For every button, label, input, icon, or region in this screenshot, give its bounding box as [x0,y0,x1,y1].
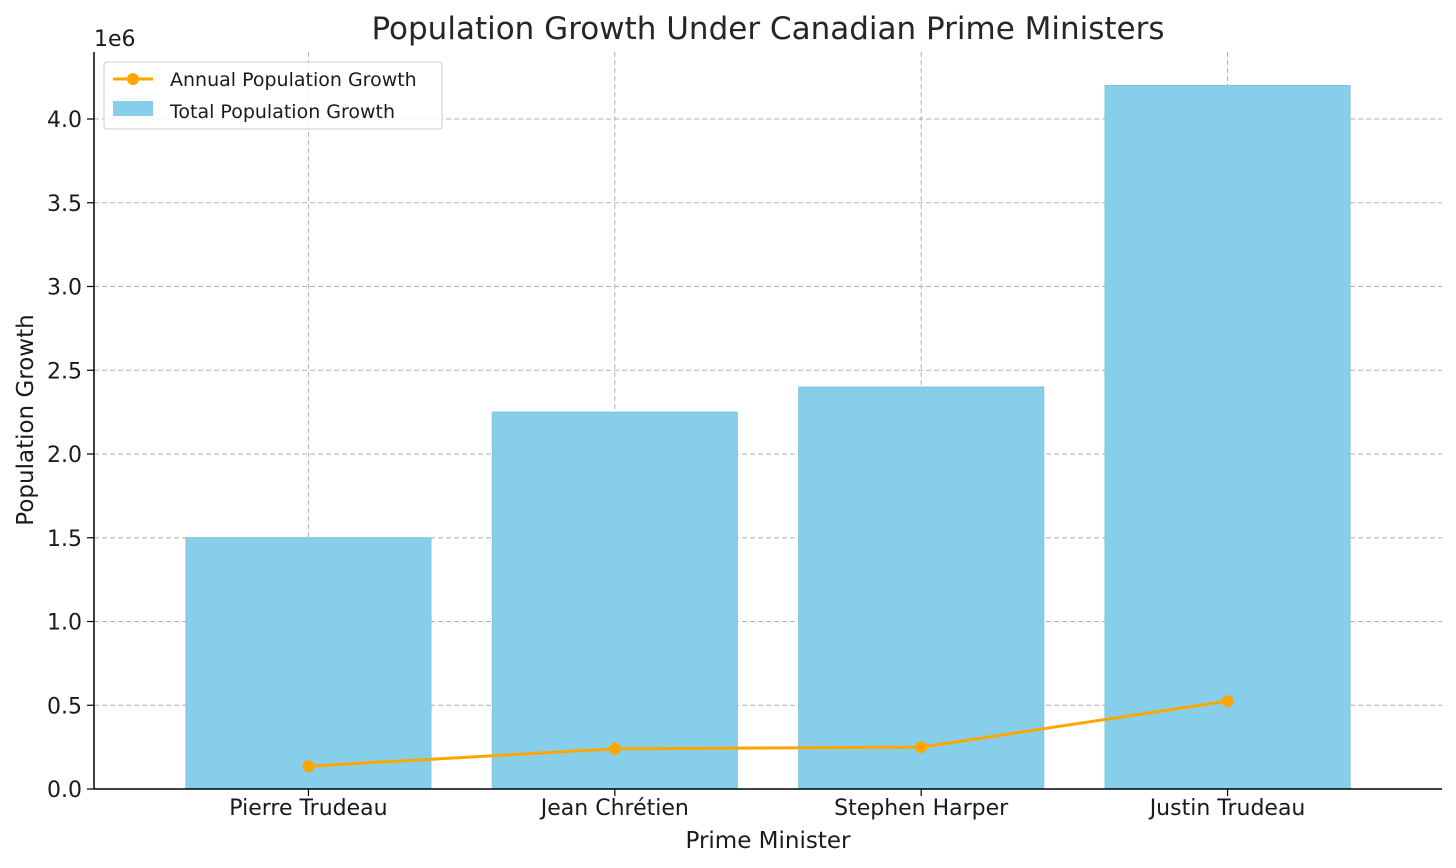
legend: Annual Population Growth Total Populatio… [103,61,443,130]
legend-swatch-marker [127,73,139,85]
x-axis-label: Prime Minister [686,828,852,854]
bar-1 [491,411,738,790]
annual-growth-line [308,699,1228,768]
legend-swatch-bar [113,101,153,116]
bar-2 [798,386,1045,790]
bar-3 [1104,85,1351,790]
y-tick-label-0: 0.0 [47,778,82,803]
y-offset-label: 1e6 [94,27,136,52]
y-axis-label: Population Growth [13,314,39,525]
annual-growth-point-2 [915,741,928,754]
x-tick-label-1: Jean Chrétien [539,796,689,821]
bars-layer [185,85,1351,790]
y-tick-label-4: 2.0 [47,443,82,468]
y-tick-labels: 0.0 0.5 1.0 1.5 2.0 2.5 3.0 3.5 4.0 [47,108,82,803]
chart-title: Population Growth Under Canadian Prime M… [371,11,1164,47]
legend-label-annual: Annual Population Growth [170,69,417,91]
y-tick-label-1: 0.5 [47,694,82,719]
y-tick-label-8: 4.0 [47,108,82,133]
y-tick-label-6: 3.0 [47,276,82,301]
x-tick-labels: Pierre Trudeau Jean Chrétien Stephen Harpe… [229,796,1305,821]
annual-growth-point-0 [302,760,315,773]
legend-box [103,61,443,130]
y-tick-label-7: 3.5 [47,192,82,217]
x-tick-label-2: Stephen Harper [834,796,1009,821]
x-tick-label-0: Pierre Trudeau [229,796,387,821]
y-tick-label-2: 1.0 [47,611,82,636]
axes-layer [87,52,1442,796]
bar-0 [185,537,432,790]
line-layer [302,695,1234,773]
legend-label-total: Total Population Growth [169,101,395,123]
annual-growth-point-1 [608,742,621,755]
y-tick-label-5: 2.5 [47,359,82,384]
annual-growth-point-3 [1221,695,1234,708]
x-tick-label-3: Justin Trudeau [1148,796,1306,821]
y-tick-label-3: 1.5 [47,527,82,552]
